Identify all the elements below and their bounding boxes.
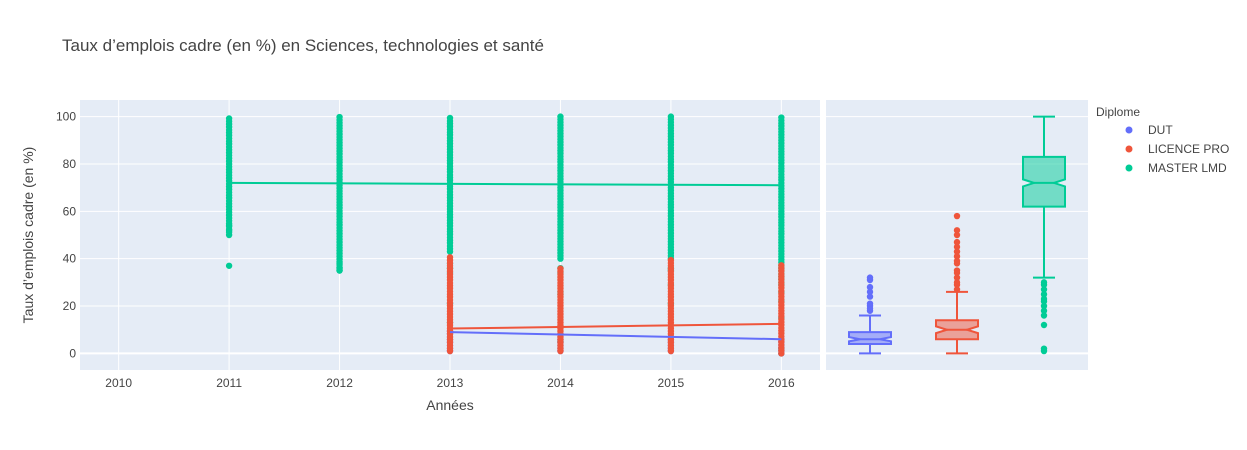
box-outlier xyxy=(953,238,961,246)
box-body xyxy=(1022,155,1066,208)
scatter-point xyxy=(336,264,343,272)
y-tick-label: 40 xyxy=(63,252,77,266)
scatter-point xyxy=(778,262,785,269)
legend-label: LICENCE PRO xyxy=(1148,142,1229,156)
scatter-point xyxy=(557,113,564,120)
scatter-point xyxy=(225,222,233,229)
box-outlier xyxy=(866,288,874,296)
trend-line xyxy=(449,322,782,330)
scatter-point xyxy=(446,254,454,261)
box-outlier xyxy=(1040,286,1048,293)
box-outlier xyxy=(953,231,961,239)
legend-label: MASTER LMD xyxy=(1148,161,1227,175)
x-tick-label: 2016 xyxy=(768,376,795,390)
box-outlier xyxy=(953,274,961,281)
box-outlier xyxy=(866,283,874,291)
scatter-point xyxy=(336,113,343,121)
trend-lines xyxy=(229,181,782,341)
legend-label: DUT xyxy=(1148,123,1173,137)
box-outlier xyxy=(953,227,961,234)
scatter-point xyxy=(225,115,233,122)
box-outlier xyxy=(1040,279,1048,286)
box-plots xyxy=(848,115,1066,355)
legend-marker xyxy=(1125,126,1133,134)
trend-line xyxy=(229,181,782,187)
y-axis-title: Taux d’emplois cadre (en %) xyxy=(20,147,36,324)
box-outlier xyxy=(1040,345,1048,352)
legend-title: Diplome xyxy=(1096,105,1140,119)
box-plot xyxy=(935,212,979,355)
box-outlier xyxy=(1040,321,1048,329)
y-tick-label: 80 xyxy=(63,157,77,171)
box-outlier xyxy=(953,248,961,255)
box-outlier xyxy=(866,293,874,300)
box-plot xyxy=(1022,115,1066,355)
box-outlier xyxy=(866,274,874,281)
scatter-point xyxy=(446,114,454,122)
legend-marker xyxy=(1125,145,1133,153)
box-outlier xyxy=(953,257,961,265)
scatter-point xyxy=(667,256,675,264)
box-outlier xyxy=(1040,295,1048,303)
box-plot xyxy=(848,274,892,355)
scatter-point xyxy=(667,113,675,120)
y-tick-label: 20 xyxy=(63,299,77,313)
box-outlier xyxy=(953,267,961,274)
legend-marker xyxy=(1125,164,1133,172)
legend-item[interactable]: DUT xyxy=(1125,123,1174,137)
x-axis-ticks: 2010 2011 2012 2013 2014 2015 2016 xyxy=(105,376,795,390)
scatter-point xyxy=(557,265,564,272)
y-tick-label: 100 xyxy=(56,110,76,124)
legend-item[interactable]: MASTER LMD xyxy=(1125,161,1228,175)
y-axis-ticks: 0 20 40 60 80 100 xyxy=(56,110,76,361)
trend-line xyxy=(449,331,782,341)
box-outlier xyxy=(1040,302,1048,310)
box-outlier xyxy=(953,212,961,220)
scatter-point xyxy=(225,227,233,234)
scatter-point xyxy=(778,114,785,121)
x-tick-label: 2015 xyxy=(658,376,685,390)
legend[interactable]: Diplome DUT LICENCE PRO MASTER LMD xyxy=(1096,105,1229,175)
box-outlier xyxy=(1040,312,1048,319)
x-tick-label: 2010 xyxy=(105,376,132,390)
box-outlier xyxy=(953,279,961,286)
box-body xyxy=(848,331,892,345)
box-outlier xyxy=(1040,291,1048,298)
x-axis-title: Années xyxy=(426,397,473,413)
y-tick-label: 60 xyxy=(63,204,77,218)
box-outlier xyxy=(953,253,961,260)
box-outlier xyxy=(953,243,961,251)
box-outlier xyxy=(866,300,874,307)
box-outlier xyxy=(953,286,961,293)
legend-item[interactable]: LICENCE PRO xyxy=(1125,142,1230,156)
scatter-point xyxy=(336,260,343,267)
chart-title: Taux d’emplois cadre (en %) en Sciences,… xyxy=(62,36,544,55)
x-tick-label: 2014 xyxy=(547,376,574,390)
x-tick-label: 2011 xyxy=(216,376,242,390)
box-outlier xyxy=(1040,307,1048,314)
x-tick-label: 2013 xyxy=(437,376,464,390)
scatter-points xyxy=(225,113,785,357)
y-tick-label: 0 xyxy=(69,346,76,360)
scatter-point xyxy=(225,262,233,269)
x-tick-label: 2012 xyxy=(326,376,353,390)
